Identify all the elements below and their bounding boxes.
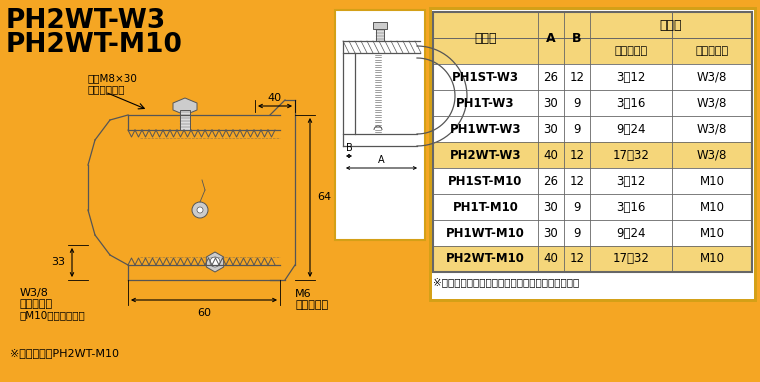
Text: A: A <box>378 155 385 165</box>
Text: タップ付き: タップ付き <box>295 300 328 310</box>
Text: 30: 30 <box>543 97 559 110</box>
Text: 26: 26 <box>543 175 559 188</box>
Text: 9～24: 9～24 <box>616 123 646 136</box>
Bar <box>433 12 752 38</box>
Bar <box>335 10 425 240</box>
Bar <box>433 116 752 142</box>
Text: B: B <box>572 31 581 44</box>
Text: PH1T-W3: PH1T-W3 <box>456 97 515 110</box>
Text: M10: M10 <box>699 227 724 240</box>
Text: PH2WT-M10: PH2WT-M10 <box>6 32 183 58</box>
Text: W3/8: W3/8 <box>20 288 49 298</box>
Circle shape <box>210 257 220 267</box>
Text: ※＼　＾内はPH2WT-M10: ※＼ ＾内はPH2WT-M10 <box>10 348 119 358</box>
Text: PH1WT-M10: PH1WT-M10 <box>446 227 525 240</box>
Bar <box>433 142 752 168</box>
Text: A: A <box>546 31 556 44</box>
Text: ※溶融亜邉めっき仕上げ、ステンレス銅仕様も同様: ※溶融亜邉めっき仕上げ、ステンレス銅仕様も同様 <box>433 277 579 287</box>
Bar <box>433 90 752 116</box>
Text: 3～12: 3～12 <box>616 71 646 84</box>
Text: W3/8: W3/8 <box>697 123 727 136</box>
Bar <box>376 29 384 41</box>
Text: PH1T-M10: PH1T-M10 <box>452 201 518 214</box>
Bar <box>433 220 752 246</box>
Text: 30: 30 <box>543 227 559 240</box>
Text: M10: M10 <box>699 201 724 214</box>
Text: PH2WT-W3: PH2WT-W3 <box>450 149 521 162</box>
Text: M10: M10 <box>699 175 724 188</box>
Text: 64: 64 <box>317 192 331 202</box>
Text: B: B <box>346 143 353 153</box>
Text: 26: 26 <box>543 71 559 84</box>
Text: 40: 40 <box>543 149 559 162</box>
Text: ＼M10タップ付き＾: ＼M10タップ付き＾ <box>20 310 86 320</box>
Text: 30: 30 <box>543 201 559 214</box>
Text: 品　番: 品 番 <box>474 31 497 44</box>
Bar <box>433 168 752 194</box>
Bar <box>430 8 755 300</box>
Text: 9: 9 <box>573 201 581 214</box>
Text: 9～24: 9～24 <box>616 227 646 240</box>
Circle shape <box>197 207 203 213</box>
Bar <box>433 194 752 220</box>
Bar <box>180 110 190 130</box>
Text: PH2WT-W3: PH2WT-W3 <box>6 8 166 34</box>
Text: 60: 60 <box>197 308 211 318</box>
Bar <box>430 8 755 300</box>
Text: 3～16: 3～16 <box>616 201 646 214</box>
Text: 33: 33 <box>51 257 65 267</box>
Text: 9: 9 <box>573 123 581 136</box>
Text: 3～16: 3～16 <box>616 97 646 110</box>
Text: W3/8: W3/8 <box>697 97 727 110</box>
Text: 9: 9 <box>573 97 581 110</box>
Text: 12: 12 <box>569 149 584 162</box>
Bar <box>433 12 752 272</box>
Polygon shape <box>206 252 223 272</box>
Text: PH1WT-W3: PH1WT-W3 <box>450 123 521 136</box>
Text: 12: 12 <box>569 253 584 265</box>
Text: 適　合: 適 合 <box>660 18 682 31</box>
Text: 六角M8×30: 六角M8×30 <box>88 73 138 83</box>
Bar <box>433 64 752 90</box>
Text: 9: 9 <box>573 227 581 240</box>
Bar <box>433 246 752 272</box>
Bar <box>433 38 752 64</box>
Circle shape <box>192 202 208 218</box>
Bar <box>373 22 387 29</box>
Text: M10: M10 <box>699 253 724 265</box>
Text: M6: M6 <box>295 289 312 299</box>
Text: 吸りボルト: 吸りボルト <box>695 46 729 56</box>
Text: タップ付き: タップ付き <box>20 299 53 309</box>
Text: （くぼみ先）: （くぼみ先） <box>88 84 125 94</box>
Text: 30: 30 <box>543 123 559 136</box>
Text: フランジ厚: フランジ厚 <box>614 46 648 56</box>
Text: PH2WT-M10: PH2WT-M10 <box>446 253 525 265</box>
Text: 3～12: 3～12 <box>616 175 646 188</box>
Text: 40: 40 <box>268 93 282 103</box>
Text: 40: 40 <box>543 253 559 265</box>
Text: 17～32: 17～32 <box>613 253 650 265</box>
Polygon shape <box>173 98 197 115</box>
Text: 12: 12 <box>569 71 584 84</box>
Text: W3/8: W3/8 <box>697 149 727 162</box>
Text: W3/8: W3/8 <box>697 71 727 84</box>
Text: PH1ST-W3: PH1ST-W3 <box>452 71 519 84</box>
Text: 12: 12 <box>569 175 584 188</box>
Text: PH1ST-M10: PH1ST-M10 <box>448 175 523 188</box>
Text: 17～32: 17～32 <box>613 149 650 162</box>
